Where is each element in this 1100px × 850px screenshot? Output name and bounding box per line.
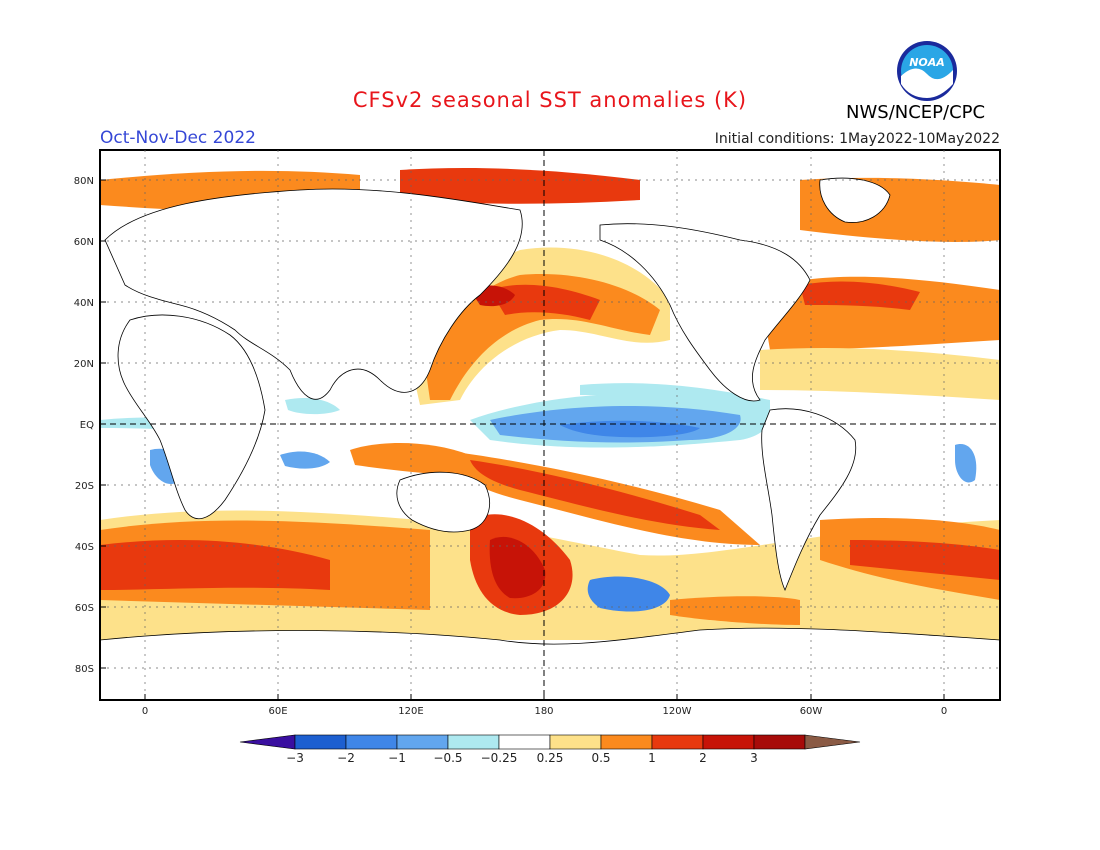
colorbar-swatch <box>498 734 551 750</box>
chart-title: CFSv2 seasonal SST anomalies (K) <box>352 88 748 112</box>
land-masses <box>100 177 1000 700</box>
lat-tick-label: 20S <box>75 481 94 492</box>
lat-tick-label: 40S <box>75 542 94 553</box>
colorbar-label: −3 <box>286 751 304 765</box>
lon-tick-label: 60W <box>800 706 823 717</box>
lat-tick-label: 20N <box>74 359 94 370</box>
colorbar-swatch <box>294 734 347 750</box>
map-frame <box>99 149 1001 701</box>
lat-tick-label: EQ <box>80 420 94 431</box>
lat-tick-label: 80N <box>74 176 94 187</box>
lat-tick-label: 40N <box>74 298 94 309</box>
logo-text: NOAA <box>909 56 945 69</box>
colorbar-label: 0.5 <box>591 751 610 765</box>
colorbar-swatch <box>396 734 449 750</box>
noaa-logo: NOAA <box>896 40 958 102</box>
colorbar-low-arrow <box>239 734 296 750</box>
colorbar-swatch <box>702 734 755 750</box>
colorbar-label: 3 <box>750 751 758 765</box>
colorbar-label: −1 <box>388 751 406 765</box>
colorbar-swatch <box>651 734 704 750</box>
anomaly-field <box>100 150 1000 700</box>
colorbar-label: −0.25 <box>481 751 518 765</box>
graticule <box>100 150 1000 700</box>
colorbar-high-arrow <box>804 734 861 750</box>
colorbar-label: 1 <box>648 751 656 765</box>
lon-tick-label: 120E <box>398 706 423 717</box>
lat-tick-label: 60S <box>75 603 94 614</box>
axis-ticks: 80N 60N 40N 20N EQ 20S 40S 60S 80S 0 60E 120E 180 120… <box>74 176 947 717</box>
organization-label: NWS/NCEP/CPC <box>846 102 986 123</box>
colorbar-swatch <box>600 734 653 750</box>
lon-tick-label: 0 <box>142 706 148 717</box>
lon-tick-label: 60E <box>268 706 287 717</box>
colorbar-swatch <box>345 734 398 750</box>
initial-conditions-label: Initial conditions: 1May2022-10May2022 <box>714 131 1000 147</box>
colorbar-label: −2 <box>337 751 355 765</box>
lon-tick-label: 180 <box>534 706 553 717</box>
lon-tick-label: 0 <box>941 706 947 717</box>
colorbar-swatch <box>549 734 602 750</box>
lon-tick-label: 120W <box>663 706 692 717</box>
colorbar-swatch <box>753 734 806 750</box>
colorbar: −3 −2 −1 −0.5 −0.25 0.25 0.5 1 2 3 <box>239 734 861 765</box>
lat-tick-label: 80S <box>75 664 94 675</box>
season-label: Oct-Nov-Dec 2022 <box>100 128 256 148</box>
lat-tick-label: 60N <box>74 237 94 248</box>
colorbar-swatch <box>447 734 500 750</box>
colorbar-label: 0.25 <box>537 751 564 765</box>
colorbar-label: 2 <box>699 751 707 765</box>
colorbar-label: −0.5 <box>433 751 462 765</box>
